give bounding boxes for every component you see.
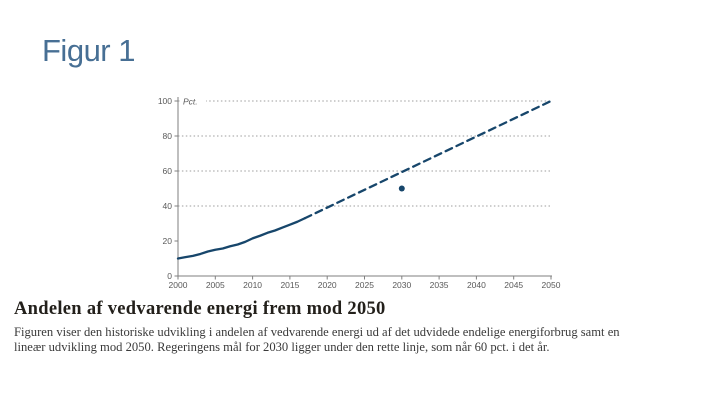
x-tick-label-2035: 2035 <box>430 280 449 290</box>
x-tick-label-2030: 2030 <box>392 280 411 290</box>
figure-caption: Figuren viser den historiske udvikling i… <box>14 325 694 355</box>
x-tick-label-2045: 2045 <box>504 280 523 290</box>
caption-line-2: lineær udvikling mod 2050. Regeringens m… <box>14 340 550 354</box>
x-tick-label-2040: 2040 <box>467 280 486 290</box>
y-tick-label-100: 100 <box>158 96 172 106</box>
unit-label: Pct. <box>183 97 198 107</box>
x-tick-label-2050: 2050 <box>542 280 561 290</box>
caption-line-1: Figuren viser den historiske udvikling i… <box>14 325 620 339</box>
y-tick-label-40: 40 <box>163 201 173 211</box>
renewable-energy-chart: Pct. 0 20 40 60 80 100 2000 2005 2010 2015 2020 2025… <box>136 90 566 300</box>
y-tick-label-0: 0 <box>167 271 172 281</box>
historical-line <box>176 217 306 260</box>
x-tick-label-2005: 2005 <box>206 280 225 290</box>
y-tick-label-80: 80 <box>163 131 173 141</box>
x-tick-label-2020: 2020 <box>318 280 337 290</box>
y-tick-label-20: 20 <box>163 236 173 246</box>
figure-heading: Andelen af vedvarende energi frem mod 20… <box>14 299 386 319</box>
y-tick-label-60: 60 <box>163 166 173 176</box>
target-point-2030 <box>398 185 405 192</box>
unit-label-backing <box>180 95 206 106</box>
x-tick-label-2015: 2015 <box>280 280 299 290</box>
x-tick-label-2010: 2010 <box>243 280 262 290</box>
figure-caption-block: Andelen af vedvarende energi frem mod 20… <box>14 299 694 355</box>
figure-label: Figur 1 <box>42 33 135 68</box>
x-tick-label-2025: 2025 <box>355 280 374 290</box>
x-tick-label-2000: 2000 <box>169 280 188 290</box>
projection-line <box>303 99 553 220</box>
